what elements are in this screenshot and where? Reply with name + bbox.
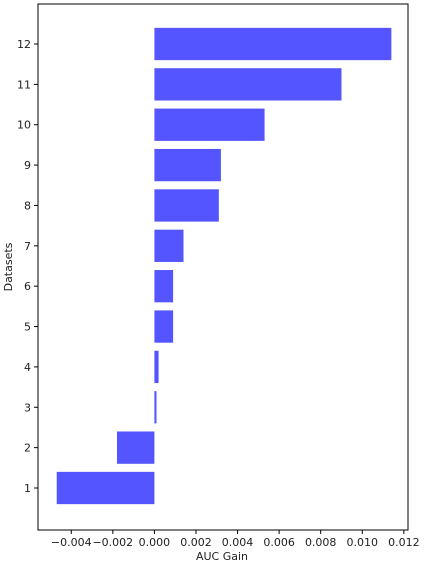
x-tick-label: −0.002 bbox=[92, 536, 133, 549]
y-tick-label: 3 bbox=[24, 401, 31, 414]
bars-group bbox=[56, 27, 392, 505]
bar-dataset-8 bbox=[154, 189, 219, 222]
x-tick-label: 0.012 bbox=[388, 536, 420, 549]
bar-dataset-1 bbox=[56, 471, 155, 505]
y-tick-label: 10 bbox=[17, 119, 31, 132]
bar-dataset-7 bbox=[154, 229, 184, 262]
x-tick-label: −0.004 bbox=[51, 536, 92, 549]
bar-dataset-10 bbox=[154, 108, 265, 141]
x-tick-label: 0.006 bbox=[263, 536, 295, 549]
y-tick-label: 4 bbox=[24, 361, 31, 374]
y-tick-label: 8 bbox=[24, 199, 31, 212]
x-tick-label: 0.010 bbox=[347, 536, 379, 549]
y-axis-label: Datasets bbox=[2, 242, 15, 291]
bar-dataset-5 bbox=[154, 310, 174, 343]
x-ticks-group: −0.004 −0.002 0.000 0.002 0.004 0.006 0.008 0.0… bbox=[51, 530, 420, 549]
y-tick-label: 7 bbox=[24, 240, 31, 253]
bar-dataset-2 bbox=[116, 431, 155, 464]
bar-dataset-12 bbox=[154, 27, 392, 61]
bar-dataset-3 bbox=[154, 391, 157, 424]
y-tick-label: 11 bbox=[17, 78, 31, 91]
y-tick-label: 5 bbox=[24, 321, 31, 334]
x-axis-label: AUC Gain bbox=[196, 550, 248, 563]
x-tick-label: 0.004 bbox=[222, 536, 254, 549]
x-tick-label: 0.000 bbox=[139, 536, 171, 549]
plot-frame bbox=[37, 3, 409, 531]
bar-dataset-6 bbox=[154, 270, 174, 303]
y-tick-label: 1 bbox=[24, 482, 31, 495]
y-tick-label: 6 bbox=[24, 280, 31, 293]
y-tick-label: 2 bbox=[24, 442, 31, 455]
y-tick-label: 12 bbox=[17, 38, 31, 51]
bar-dataset-9 bbox=[154, 148, 221, 182]
bar-dataset-4 bbox=[154, 350, 159, 384]
y-tick-label: 9 bbox=[24, 159, 31, 172]
bar-dataset-11 bbox=[154, 68, 342, 101]
x-tick-label: 0.002 bbox=[180, 536, 212, 549]
x-tick-label: 0.008 bbox=[305, 536, 337, 549]
